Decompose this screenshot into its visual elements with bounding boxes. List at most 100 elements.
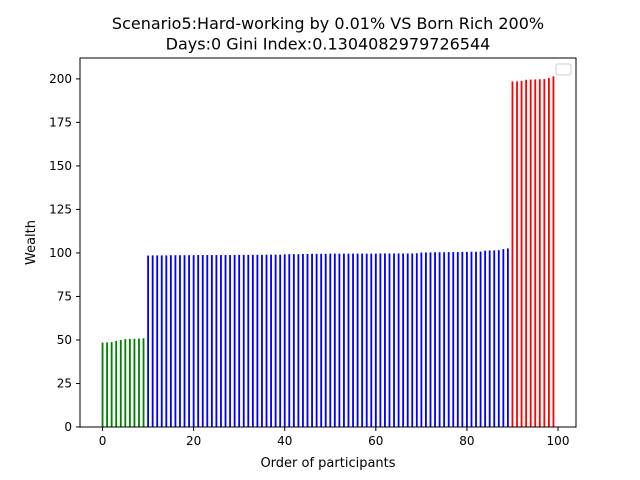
bar-98	[547, 78, 550, 428]
bar-23	[206, 255, 209, 427]
bar-44	[302, 253, 304, 427]
bar-16	[174, 255, 177, 427]
bar-81	[470, 251, 473, 427]
bar-35	[261, 254, 263, 427]
bar-17	[179, 255, 181, 427]
bar-90	[511, 81, 514, 427]
bar-43	[297, 254, 300, 427]
bar-48	[320, 253, 323, 427]
bar-32	[247, 254, 250, 427]
bar-59	[370, 253, 373, 427]
bar-73	[434, 252, 436, 427]
bar-60	[374, 253, 377, 427]
x-tick-label: 60	[368, 434, 383, 448]
bar-79	[461, 251, 464, 427]
y-tick-label: 25	[57, 376, 72, 390]
bar-74	[438, 252, 441, 427]
bar-5	[124, 339, 127, 427]
y-tick-label: 50	[57, 333, 72, 347]
y-axis-label: Wealth	[24, 220, 39, 265]
x-tick-label: 20	[186, 434, 201, 448]
plot-frame	[79, 57, 577, 428]
bar-67	[406, 253, 409, 427]
bar-26	[220, 255, 222, 427]
bar-19	[188, 255, 190, 427]
bar-4	[119, 339, 122, 427]
bar-33	[251, 254, 254, 427]
bar-29	[233, 254, 236, 427]
bar-27	[224, 255, 227, 427]
bar-7	[133, 338, 136, 427]
bar-18	[183, 255, 186, 427]
bar-47	[315, 253, 318, 427]
x-tick-label: 0	[99, 434, 107, 448]
bar-84	[484, 250, 487, 427]
bar-12	[156, 255, 159, 427]
bar-38	[274, 254, 277, 427]
bar-86	[493, 250, 496, 427]
bar-95	[534, 79, 537, 427]
bar-68	[411, 253, 414, 427]
bar-40	[283, 254, 286, 427]
bar-53	[343, 253, 345, 427]
bar-64	[393, 253, 395, 427]
bar-49	[324, 253, 327, 427]
bar-45	[306, 253, 309, 427]
bar-96	[538, 79, 541, 427]
bar-39	[279, 254, 282, 427]
bar-22	[201, 255, 204, 427]
bar-2	[110, 342, 113, 427]
bar-51	[333, 253, 336, 427]
y-axis-ticks: 0 25 50 75 100 125 150 175 200	[49, 72, 80, 434]
bar-92	[520, 80, 523, 427]
bar-21	[197, 255, 200, 427]
bar-70	[420, 252, 423, 427]
bar-83	[479, 251, 482, 427]
bar-30	[238, 254, 241, 427]
bar-36	[265, 254, 268, 427]
bar-41	[288, 254, 291, 427]
bar-55	[352, 253, 354, 427]
bars-layer	[101, 76, 555, 428]
bar-31	[242, 254, 245, 427]
y-tick-label: 100	[49, 246, 72, 260]
bar-3	[115, 340, 118, 427]
bar-11	[151, 255, 154, 427]
y-tick-label: 125	[49, 202, 72, 216]
x-tick-label: 80	[459, 434, 474, 448]
bar-28	[229, 255, 231, 427]
bar-20	[192, 255, 195, 427]
bar-50	[329, 253, 332, 427]
bar-71	[425, 252, 427, 427]
legend-box	[555, 63, 572, 76]
x-tick-label: 40	[277, 434, 292, 448]
bar-0	[101, 342, 104, 427]
bar-78	[456, 252, 459, 427]
bar-13	[160, 255, 163, 427]
bar-63	[388, 253, 391, 427]
bar-46	[311, 253, 313, 427]
bar-52	[338, 253, 341, 427]
bar-34	[256, 254, 259, 427]
bar-80	[466, 251, 468, 427]
bar-69	[415, 253, 418, 427]
bar-58	[365, 253, 368, 427]
bar-6	[128, 338, 131, 427]
bar-57	[361, 253, 364, 427]
y-tick-label: 200	[49, 72, 72, 86]
bar-89	[507, 248, 509, 427]
bar-10	[147, 255, 149, 427]
bar-93	[525, 79, 528, 427]
bar-88	[502, 249, 505, 427]
chart-title: Scenario5:Hard-working by 0.01% VS Born …	[112, 14, 544, 33]
y-tick-label: 75	[57, 289, 72, 303]
bar-91	[516, 81, 518, 427]
bar-66	[402, 253, 405, 427]
bar-56	[356, 253, 359, 427]
bar-1	[106, 342, 109, 427]
bar-77	[452, 252, 455, 427]
bar-99	[552, 76, 555, 427]
bar-61	[379, 253, 382, 427]
bar-24	[210, 255, 213, 427]
